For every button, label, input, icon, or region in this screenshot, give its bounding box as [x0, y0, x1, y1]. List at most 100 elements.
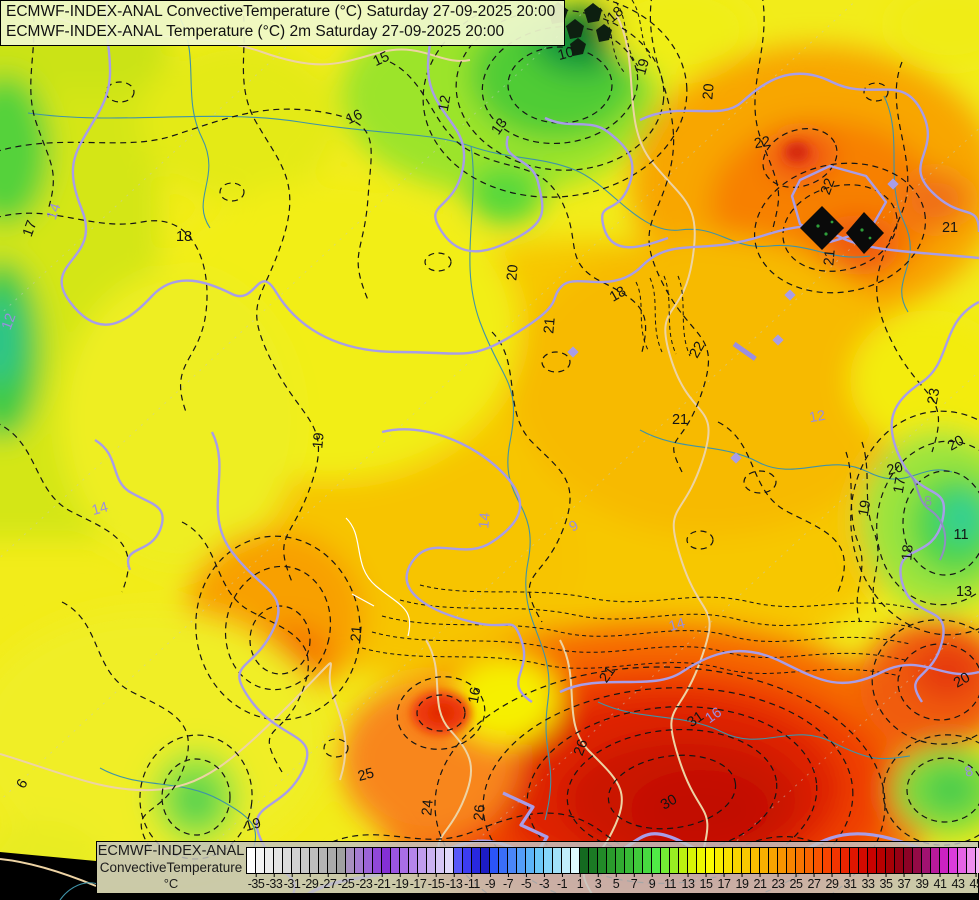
- colorbar-cell: [742, 848, 751, 873]
- colorbar-cell: [535, 848, 544, 873]
- colorbar-cell: [616, 848, 625, 873]
- contour-label: 16: [703, 705, 725, 727]
- legend-variable-label: ConvectiveTemperature: [99, 860, 243, 875]
- colorbar-cell: [832, 848, 841, 873]
- colorbar-cell: [706, 848, 715, 873]
- colorbar-cell: [733, 848, 742, 873]
- contour-label: 18: [899, 544, 916, 561]
- colorbar-cell: [778, 848, 787, 873]
- contour-label: 20: [504, 264, 521, 281]
- colorbar-tick: -29: [302, 873, 319, 891]
- contour-label: 21: [541, 317, 558, 334]
- colorbar-cell: [247, 848, 256, 873]
- colorbar-tick: 25: [790, 873, 803, 891]
- colorbar-cell: [598, 848, 607, 873]
- colorbar-cell: [751, 848, 760, 873]
- colorbar-cell: [292, 848, 301, 873]
- contour-label: 22: [818, 176, 839, 197]
- colorbar-cell: [517, 848, 526, 873]
- colorbar-tick: -27: [320, 873, 337, 891]
- colorbar-cell: [382, 848, 391, 873]
- colorbar-cell: [679, 848, 688, 873]
- colorbar-cell: [625, 848, 634, 873]
- contour-label: 17: [891, 476, 910, 495]
- contour-label: 11: [953, 527, 968, 543]
- colorbar-cell: [427, 848, 436, 873]
- contour-label: 19: [310, 432, 327, 449]
- contour-labels: 15 16 12 13 17 18 10 18 19 20 22 22 21 21 18 20 21 22 21 23…: [0, 4, 975, 835]
- colorbar-cell: [544, 848, 553, 873]
- colorbar-cell: [301, 848, 310, 873]
- contour-label: 14: [44, 201, 65, 222]
- title-line-t2m: ECMWF-INDEX-ANAL Temperature (°C) 2m Sat…: [6, 23, 505, 40]
- contour-label: 18: [176, 229, 192, 245]
- colorbar-cell: [310, 848, 319, 873]
- colorbar-tick: 43: [952, 873, 965, 891]
- contour-label: 22: [687, 339, 709, 361]
- contour-label: 8: [963, 763, 975, 781]
- colorbar-cell: [814, 848, 823, 873]
- colorbar-cell: [697, 848, 706, 873]
- colorbar-cell: [256, 848, 265, 873]
- colorbar-cell: [526, 848, 535, 873]
- colorbar-cell: [337, 848, 346, 873]
- contour-label: 21: [597, 664, 619, 686]
- colorbar-cell: [418, 848, 427, 873]
- contour-label: 24: [419, 799, 436, 816]
- colorbar-cell: [877, 848, 886, 873]
- colorbar-cell: [787, 848, 796, 873]
- colorbar: [246, 847, 979, 874]
- contour-label: 16: [466, 686, 485, 705]
- contour-label: 14: [476, 512, 493, 529]
- colorbar-cell: [472, 848, 481, 873]
- colorbar-cell: [328, 848, 337, 873]
- colorbar-cell: [922, 848, 931, 873]
- colorbar-tick: 13: [682, 873, 695, 891]
- contour-label: 16: [344, 107, 365, 128]
- colorbar-tick: -33: [266, 873, 283, 891]
- mountain-peaks: [548, 2, 884, 254]
- contour-label: 22: [753, 134, 772, 153]
- colorbar-cell: [796, 848, 805, 873]
- colorbar-tick: 15: [700, 873, 713, 891]
- contour-label: 12: [808, 408, 827, 427]
- colorbar-cell: [508, 848, 517, 873]
- colorbar-tick: -7: [503, 873, 514, 891]
- colorbar-cell: [940, 848, 949, 873]
- colorbar-cell: [400, 848, 409, 873]
- colorbar-cell: [823, 848, 832, 873]
- colorbar-cell: [265, 848, 274, 873]
- contour-label: 25: [356, 765, 376, 785]
- contour-label: 8: [924, 494, 932, 510]
- colorbar-tick: 9: [649, 873, 656, 891]
- legend-box: ECMWF-INDEX-ANAL ConvectiveTemperature °…: [96, 841, 979, 894]
- colorbar-cell: [976, 848, 979, 873]
- colorbar-tick: 33: [862, 873, 875, 891]
- colorbar-cell: [724, 848, 733, 873]
- colorbar-cell: [769, 848, 778, 873]
- colorbar-ticks: -35 -33 -31 -29 -27 -25 -23 -21 -19 -17 -15 -13 -11-…: [247, 873, 979, 893]
- contour-label: 21: [821, 249, 838, 266]
- contour-label: 21: [672, 412, 688, 428]
- colorbar-cell: [364, 848, 373, 873]
- colorbar-cell: [904, 848, 913, 873]
- contour-label: 14: [90, 499, 110, 519]
- colorbar-cell: [274, 848, 283, 873]
- colorbar-cell: [562, 848, 571, 873]
- colorbar-cell: [688, 848, 697, 873]
- colorbar-tick: 23: [772, 873, 785, 891]
- colorbar-tick: 29: [826, 873, 839, 891]
- colorbar-cell: [373, 848, 382, 873]
- colorbar-tick: -35: [248, 873, 265, 891]
- colorbar-tick: -1: [557, 873, 568, 891]
- colorbar-cell: [571, 848, 580, 873]
- contour-label: 13: [956, 584, 972, 600]
- colorbar-cell: [931, 848, 940, 873]
- colorbar-tick: 1: [577, 873, 584, 891]
- colorbar-cell: [391, 848, 400, 873]
- legend-product-label: ECMWF-INDEX-ANAL: [97, 843, 245, 859]
- colorbar-tick: -17: [410, 873, 427, 891]
- colorbar-cell: [409, 848, 418, 873]
